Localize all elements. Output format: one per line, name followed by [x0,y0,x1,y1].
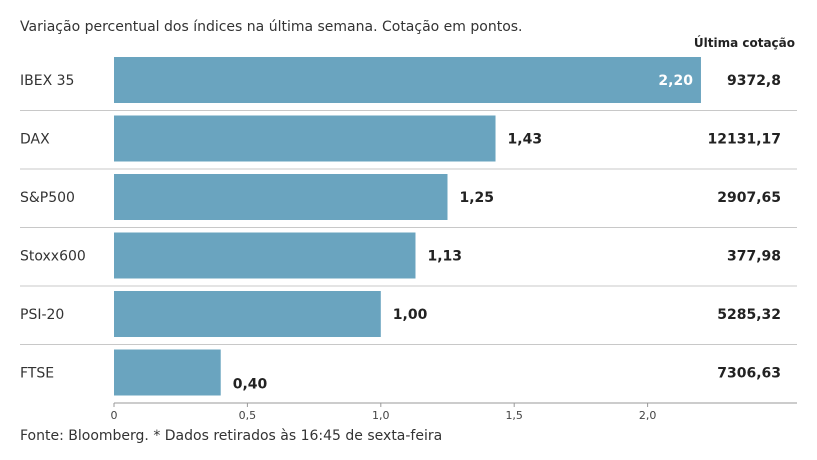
category-label: IBEX 35 [20,73,74,89]
last-quote-value: 2907,65 [717,190,781,206]
bar [114,57,701,103]
category-label: DAX [20,132,50,148]
last-quote-value: 5285,32 [717,307,781,323]
x-tick-label: 0 [111,409,118,422]
bar [114,291,381,337]
last-quote-value: 9372,8 [727,73,781,89]
last-quote-value: 7306,63 [717,366,781,382]
bar [114,232,416,279]
bar [114,174,448,220]
x-tick-label: 1,5 [505,409,523,422]
bar-value-label: 0,40 [233,377,268,393]
x-tick-label: 2,0 [639,409,657,422]
chart-source-note: Fonte: Bloomberg. * Dados retirados às 1… [20,428,443,444]
bar-value-label: 1,13 [427,249,462,265]
last-quote-value: 377,98 [727,249,781,265]
category-label: Stoxx600 [20,249,86,265]
chart-subtitle: Variação percentual dos índices na últim… [20,19,523,35]
bar-value-label: 1,00 [393,307,428,323]
category-label: S&P500 [20,190,75,206]
x-tick-label: 1,0 [372,409,390,422]
x-tick-label: 0,5 [239,409,257,422]
bar [114,115,496,162]
bar-value-label: 1,25 [460,190,495,206]
bar-value-label: 2,20 [658,73,693,89]
last-quote-value: 12131,17 [707,132,781,148]
bar-value-label: 1,43 [508,132,543,148]
bar [114,349,221,396]
last-quote-column-heading: Última cotação [693,36,795,50]
category-label: FTSE [20,366,54,382]
category-label: PSI-20 [20,307,64,323]
